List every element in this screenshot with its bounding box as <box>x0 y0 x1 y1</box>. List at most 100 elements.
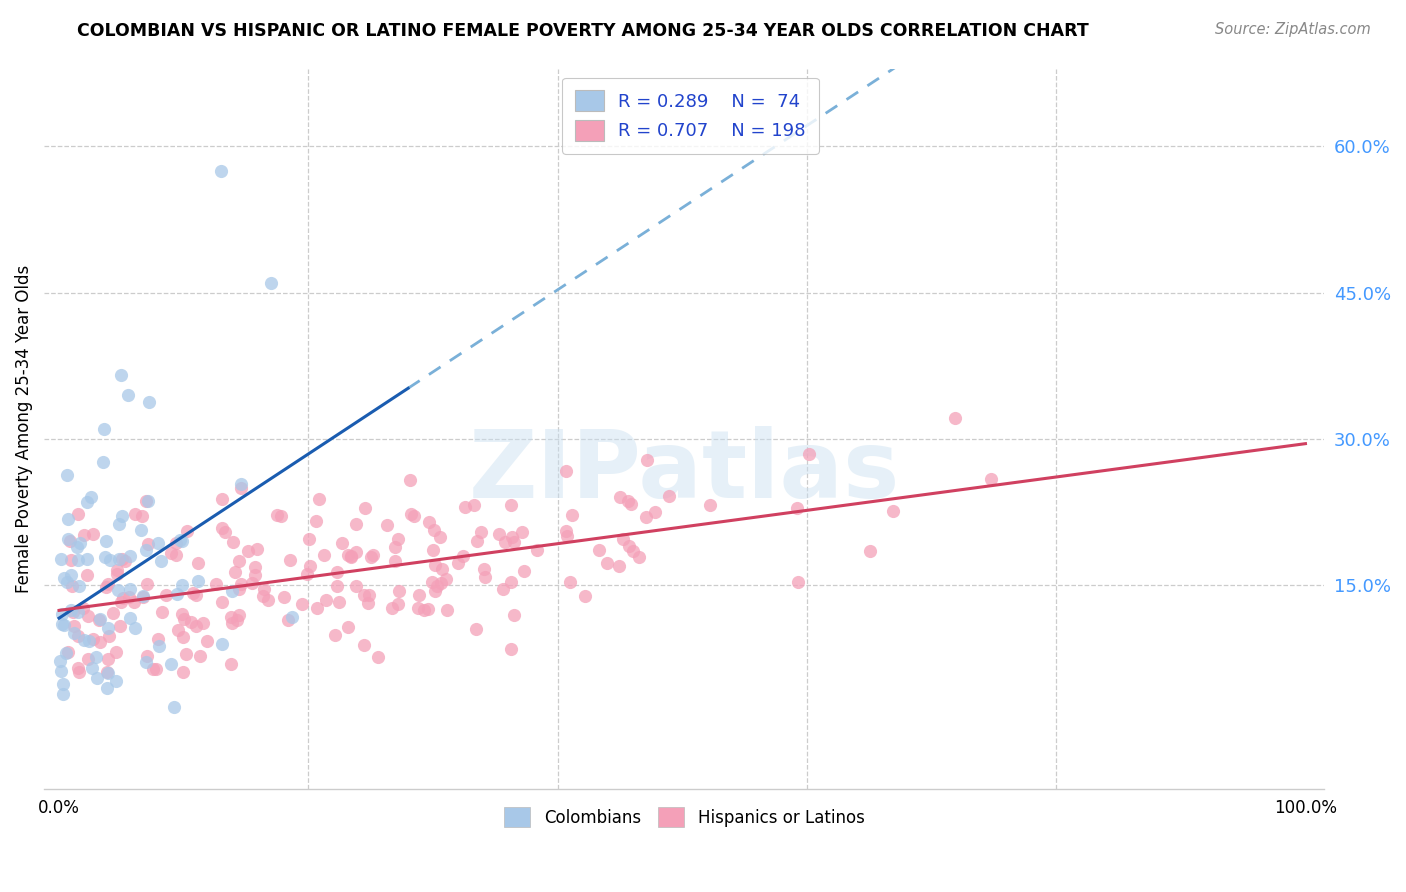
Point <box>465 533 488 548</box>
Point <box>67 579 90 593</box>
Point <box>188 648 211 663</box>
Point <box>221 535 243 549</box>
Point <box>60 603 83 617</box>
Point <box>142 662 165 676</box>
Point <box>526 542 548 557</box>
Point <box>56 512 79 526</box>
Point <box>129 523 152 537</box>
Point <box>367 650 389 665</box>
Point <box>426 579 449 593</box>
Point <box>55 646 77 660</box>
Point <box>180 615 202 629</box>
Point <box>66 629 89 643</box>
Point <box>243 559 266 574</box>
Point <box>429 576 451 591</box>
Point <box>488 527 510 541</box>
Point <box>163 699 186 714</box>
Point <box>69 535 91 549</box>
Point <box>308 492 330 507</box>
Point <box>326 579 349 593</box>
Point <box>499 498 522 512</box>
Point <box>882 504 904 518</box>
Point <box>340 550 363 565</box>
Point <box>270 509 292 524</box>
Point <box>699 499 721 513</box>
Point <box>463 498 485 512</box>
Point <box>51 616 73 631</box>
Point <box>297 566 319 581</box>
Point <box>628 549 651 564</box>
Point <box>620 497 643 511</box>
Point <box>429 530 451 544</box>
Point <box>110 618 132 632</box>
Point <box>93 422 115 436</box>
Point <box>174 647 197 661</box>
Point <box>110 368 132 383</box>
Point <box>253 582 276 596</box>
Point <box>384 554 406 568</box>
Point <box>281 610 304 624</box>
Point <box>221 583 243 598</box>
Point <box>307 601 329 615</box>
Point <box>169 533 191 547</box>
Point <box>135 656 157 670</box>
Point <box>211 520 233 534</box>
Point <box>211 492 233 507</box>
Point <box>155 588 177 602</box>
Point <box>384 540 406 554</box>
Point <box>609 490 631 504</box>
Point <box>165 536 187 550</box>
Point <box>859 544 882 558</box>
Point <box>60 578 83 592</box>
Point <box>472 562 495 576</box>
Point <box>67 665 90 680</box>
Point <box>195 634 218 648</box>
Point <box>336 548 359 562</box>
Point <box>172 665 194 680</box>
Point <box>160 657 183 672</box>
Point <box>430 562 453 576</box>
Point <box>574 589 596 603</box>
Point <box>150 554 173 568</box>
Point <box>97 621 120 635</box>
Point <box>60 568 83 582</box>
Point <box>422 523 444 537</box>
Point <box>107 583 129 598</box>
Point <box>97 666 120 681</box>
Point <box>89 612 111 626</box>
Point <box>354 501 377 516</box>
Point <box>170 607 193 622</box>
Point <box>326 566 349 580</box>
Point <box>240 575 263 590</box>
Point <box>52 617 75 632</box>
Point <box>436 603 458 617</box>
Point <box>58 823 80 838</box>
Point <box>387 597 409 611</box>
Point <box>353 638 375 652</box>
Point <box>49 654 72 668</box>
Point <box>266 508 288 522</box>
Point <box>73 633 96 648</box>
Point <box>52 677 75 691</box>
Point <box>501 530 523 544</box>
Point <box>184 588 207 602</box>
Point <box>387 532 409 546</box>
Point <box>499 641 522 656</box>
Point <box>454 500 477 514</box>
Point <box>658 489 681 503</box>
Point <box>252 590 274 604</box>
Point <box>228 554 250 568</box>
Point <box>470 524 492 539</box>
Point <box>423 558 446 573</box>
Point <box>66 661 89 675</box>
Point <box>146 632 169 647</box>
Point <box>108 516 131 531</box>
Point <box>228 582 250 596</box>
Point <box>66 605 89 619</box>
Point <box>420 574 443 589</box>
Point <box>98 629 121 643</box>
Point <box>97 577 120 591</box>
Point <box>499 574 522 589</box>
Point <box>62 605 84 619</box>
Point <box>170 534 193 549</box>
